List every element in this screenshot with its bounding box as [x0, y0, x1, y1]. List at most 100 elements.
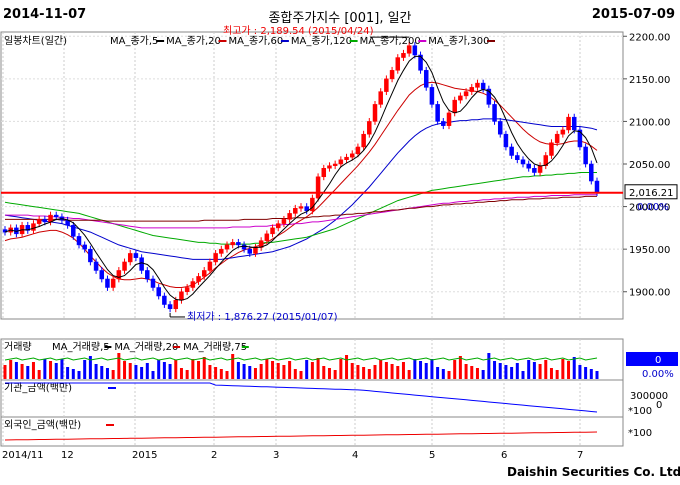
candle: [321, 168, 327, 178]
volume-bar: [475, 368, 479, 379]
volume-bar: [316, 358, 320, 379]
volume-bar: [282, 365, 286, 379]
candle: [99, 270, 105, 280]
y-tick-label: 2150.00: [629, 75, 670, 86]
volume-bar: [561, 359, 565, 379]
candle: [515, 155, 520, 160]
ma200-line: [5, 194, 597, 229]
candle: [76, 236, 82, 246]
price-panel: [0, 31, 624, 320]
candle: [315, 176, 321, 199]
candle: [367, 121, 372, 135]
candle: [327, 165, 332, 169]
volume-bar: [271, 361, 275, 379]
volume-bar: [521, 371, 525, 379]
candle: [452, 99, 457, 114]
volume-bar: [515, 363, 519, 379]
candle: [122, 261, 127, 271]
candle: [167, 304, 173, 310]
candle: [42, 219, 48, 223]
candle: [401, 53, 406, 58]
volume-bar: [151, 371, 155, 379]
volume-bar: [487, 353, 491, 379]
candle: [594, 180, 600, 194]
volume-bar: [71, 369, 75, 379]
volume-bar: [179, 368, 183, 379]
candle: [463, 91, 469, 97]
candle: [236, 242, 241, 246]
candle: [372, 104, 378, 122]
volume-bar: [390, 364, 394, 379]
candle: [190, 281, 196, 288]
volume-bar: [322, 366, 326, 379]
current-value-box: [624, 184, 678, 200]
candle: [475, 82, 480, 88]
volume-bar: [26, 366, 30, 379]
ma-legend-label: MA_종가,200: [360, 35, 421, 47]
end-date: 2015-07-09: [591, 7, 675, 22]
institution-panel-title: 기관_금액(백만): [4, 382, 72, 394]
candle: [406, 45, 412, 54]
ma-legend-label: MA_종가,5: [110, 35, 158, 47]
volume-bar: [305, 360, 309, 379]
volume-bar: [43, 359, 47, 379]
candle: [560, 129, 566, 135]
candle: [458, 95, 463, 101]
x-tick-label: 12: [61, 450, 74, 461]
volume-bar: [384, 362, 388, 379]
volume-bar: [470, 366, 474, 379]
candle: [133, 253, 139, 258]
volume-bar: [248, 366, 252, 379]
candle: [332, 163, 338, 166]
candle: [275, 223, 281, 229]
x-tick-label: 3: [273, 450, 279, 461]
volume-legend-label: MA_거래량,5: [52, 341, 110, 353]
volume-bar: [123, 361, 127, 379]
volume-value: 0: [655, 355, 661, 366]
volume-bar: [407, 370, 411, 379]
candle: [241, 244, 247, 250]
candle: [446, 112, 452, 126]
x-tick-label: 2015: [132, 450, 157, 461]
volume-bar: [20, 364, 24, 379]
candle: [298, 206, 304, 209]
candle: [127, 253, 133, 263]
candle: [201, 270, 207, 277]
volume-bar: [299, 371, 303, 379]
foreign-tick: *100: [628, 428, 652, 439]
volume-panel-title: 거래량: [4, 341, 32, 353]
volume-bar: [362, 367, 366, 379]
candle: [213, 253, 218, 263]
volume-change: 0.00%: [642, 369, 674, 380]
volume-bar: [589, 369, 593, 379]
ma-legend-label: MA_종가,20: [166, 35, 221, 47]
candle: [25, 225, 31, 231]
candle: [304, 206, 309, 212]
candle: [378, 91, 383, 105]
volume-bar: [111, 370, 115, 379]
candle: [196, 276, 201, 282]
candle: [486, 88, 492, 105]
volume-bar: [293, 369, 297, 379]
volume-bar: [145, 363, 149, 379]
volume-bar: [350, 363, 354, 379]
x-tick-label: 2014/11: [2, 450, 44, 461]
volume-bar: [396, 366, 400, 379]
volume-bar: [174, 360, 178, 379]
volume-bar: [49, 361, 53, 379]
candle: [389, 70, 395, 80]
candle: [293, 208, 298, 214]
price-panel-title: 일봉차트(일간): [4, 35, 67, 47]
candle: [435, 104, 440, 122]
volume-bar: [168, 364, 172, 379]
candle: [418, 54, 423, 71]
x-tick-label: 7: [577, 450, 583, 461]
start-date: 2014-11-07: [3, 7, 87, 22]
volume-bar: [578, 365, 582, 379]
x-tick-label: 2: [211, 450, 217, 461]
volume-bar: [538, 364, 542, 379]
candle: [497, 121, 503, 135]
volume-bar: [493, 361, 497, 379]
y-tick-label: 1950.00: [629, 245, 670, 256]
